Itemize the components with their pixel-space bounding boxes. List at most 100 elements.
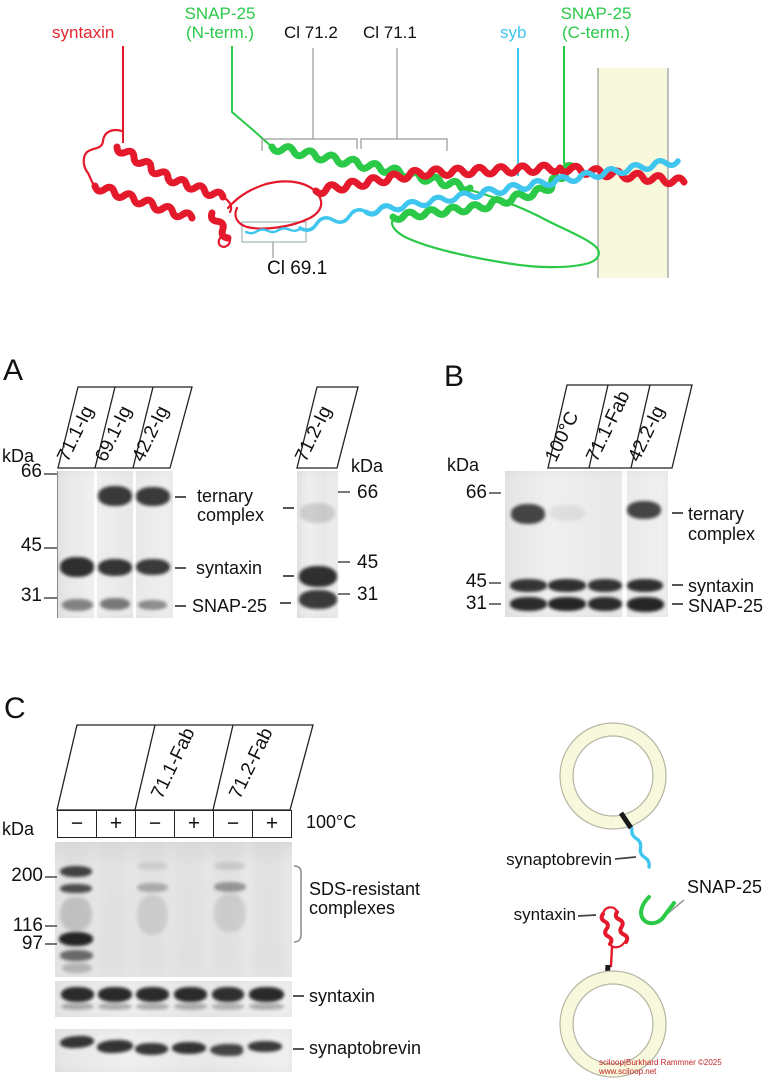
minus-sign: − bbox=[148, 812, 162, 835]
lane-gap bbox=[94, 471, 97, 618]
gel-band-syb bbox=[248, 1041, 282, 1052]
panel-a-marker-45-right: 45 bbox=[357, 552, 379, 573]
vesicle-label-snap25: SNAP-25 bbox=[687, 877, 763, 897]
panel-c-letter: C bbox=[4, 692, 26, 725]
panel-c-label-syntaxin: syntaxin bbox=[309, 986, 376, 1006]
panel-b-marker-66: 66 bbox=[465, 482, 487, 503]
lane-gap bbox=[133, 471, 136, 618]
panel-c-marker-97: 97 bbox=[21, 933, 43, 954]
gel-band-faint bbox=[98, 1003, 132, 1010]
panel-b-label-syntaxin: syntaxin bbox=[688, 576, 755, 596]
gel-band-snap25 bbox=[510, 597, 547, 611]
gel-band-syb bbox=[59, 1034, 95, 1050]
panel-a-marker-31-right: 31 bbox=[357, 584, 379, 605]
gel-blot-c-syntaxin bbox=[55, 981, 292, 1017]
gel-band-syntaxin bbox=[60, 557, 94, 577]
synaptobrevin-ribbon bbox=[244, 158, 681, 235]
gel-band-snap25 bbox=[138, 600, 167, 610]
panel-a-label-snap25: SNAP-25 bbox=[192, 596, 268, 616]
gel-band-syb bbox=[210, 1044, 243, 1056]
gel-band-smear bbox=[137, 862, 168, 870]
panel-b-label-ternary: ternary bbox=[688, 504, 745, 524]
panel-c-temp-label: 100°C bbox=[306, 812, 357, 832]
panel-a-kda-left: kDa bbox=[2, 446, 35, 466]
heat-cell-2: + bbox=[96, 810, 136, 838]
panel-a-marker-66-right: 66 bbox=[357, 482, 379, 503]
sds-bracket bbox=[293, 865, 302, 943]
gel-band-syntaxin bbox=[548, 579, 586, 592]
label-cl711: Cl 71.1 bbox=[363, 23, 417, 42]
label-snap25-cterm: SNAP-25 (C-term.) bbox=[546, 4, 646, 42]
gel-blot-c-sds bbox=[55, 842, 292, 977]
syntaxin-linker bbox=[226, 180, 323, 230]
gel-band-syntaxin bbox=[174, 987, 207, 1002]
plus-sign: + bbox=[265, 812, 279, 835]
gel-band-snap25 bbox=[588, 597, 622, 611]
minus-sign: − bbox=[70, 812, 84, 835]
gel-band-faint bbox=[174, 1003, 207, 1010]
panel-a-marker-66: 66 bbox=[20, 461, 42, 482]
heat-cell-6: + bbox=[252, 810, 292, 838]
gel-blot-a-single bbox=[297, 471, 338, 618]
gel-band-syntaxin bbox=[510, 579, 547, 592]
gel-band-ternary-faint bbox=[300, 503, 335, 523]
syntaxin-mini bbox=[599, 906, 630, 968]
gel-band-faint bbox=[212, 1003, 244, 1010]
gel-band-syntaxin bbox=[136, 559, 170, 575]
gel-band-ternary bbox=[98, 486, 132, 506]
panel-c-label-sds-1: SDS-resistant bbox=[309, 879, 421, 899]
gel-band-snap25 bbox=[548, 597, 586, 611]
panel-b-lane-422ig: 42.2-Ig bbox=[624, 402, 670, 466]
gel-band-smear bbox=[214, 894, 246, 932]
panel-b-label-snap25: SNAP-25 bbox=[688, 596, 764, 616]
panel-a-label-ternary: ternary bbox=[197, 486, 254, 506]
label-syntaxin-top: syntaxin bbox=[52, 23, 115, 42]
panel-a-kda-right: kDa bbox=[351, 456, 384, 476]
snap25-ribbon bbox=[268, 143, 600, 269]
gel-band-snap25 bbox=[299, 590, 337, 609]
snare-ribbon bbox=[82, 128, 688, 269]
label-snap25-nterm: SNAP-25 (N-term.) bbox=[168, 4, 272, 42]
gel-band-snap25 bbox=[627, 597, 664, 612]
vesicle-diagram bbox=[559, 722, 685, 1078]
label-cl712: Cl 71.2 bbox=[284, 23, 338, 42]
gel-band-syntaxin bbox=[136, 987, 169, 1002]
label-syb: syb bbox=[500, 23, 527, 42]
gel-band-syb bbox=[135, 1043, 168, 1055]
gel-band-complex bbox=[60, 950, 93, 961]
heat-cell-4: + bbox=[174, 810, 214, 838]
panel-c-label-sds-2: complexes bbox=[309, 898, 396, 918]
leader-lines bbox=[122, 46, 565, 258]
panel-a-marker-31: 31 bbox=[20, 585, 42, 606]
gel-band-syb bbox=[96, 1039, 134, 1054]
gel-band-ternary bbox=[627, 501, 661, 519]
membrane-slab bbox=[597, 68, 669, 278]
snap25-linker bbox=[390, 188, 600, 269]
lane-splice-gap bbox=[622, 471, 627, 617]
panel-b-letter: B bbox=[444, 360, 465, 393]
epitope-brackets bbox=[261, 138, 448, 151]
panel-c-kda: kDa bbox=[2, 819, 35, 839]
gel-band-faint bbox=[249, 1003, 284, 1010]
gel-band-smear bbox=[62, 963, 92, 973]
panel-c-marker-200: 200 bbox=[11, 865, 43, 886]
gel-blot-c-synaptobrevin bbox=[55, 1029, 292, 1072]
gel-band-complex bbox=[137, 883, 168, 892]
label-line: (C-term.) bbox=[562, 23, 630, 43]
gel-band-faint bbox=[136, 1003, 169, 1010]
plus-sign: + bbox=[109, 812, 123, 835]
gel-band-complex bbox=[60, 884, 92, 893]
gel-band-syntaxin bbox=[98, 559, 132, 576]
gel-band-syntaxin bbox=[61, 987, 94, 1002]
gel-band-syntaxin bbox=[98, 987, 132, 1002]
heat-cell-3: − bbox=[135, 810, 175, 838]
gel-band-snap25 bbox=[100, 598, 130, 610]
gel-band-syntaxin bbox=[212, 987, 244, 1002]
gel-band-snap25 bbox=[62, 599, 93, 611]
panel-b-marker-45: 45 bbox=[465, 571, 487, 592]
minus-sign: − bbox=[226, 812, 240, 835]
panel-b-kda: kDa bbox=[447, 455, 480, 475]
panel-c-label-synaptobrevin: synaptobrevin bbox=[309, 1038, 422, 1058]
panel-a-marker-45: 45 bbox=[20, 535, 42, 556]
